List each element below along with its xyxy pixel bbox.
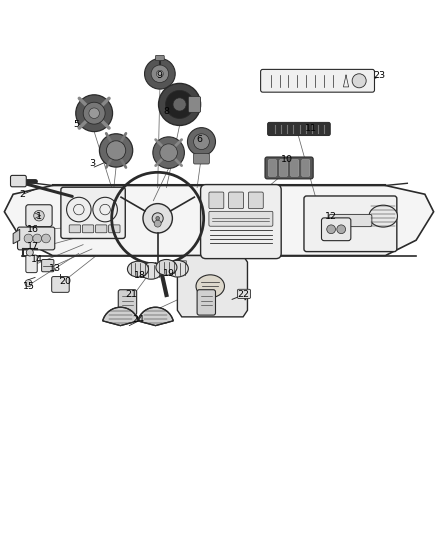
- Circle shape: [166, 91, 194, 118]
- FancyBboxPatch shape: [265, 157, 313, 179]
- Text: 17: 17: [27, 243, 39, 251]
- Circle shape: [99, 134, 133, 167]
- Text: 1: 1: [36, 212, 42, 221]
- FancyBboxPatch shape: [11, 175, 26, 187]
- FancyBboxPatch shape: [194, 154, 209, 164]
- Circle shape: [153, 137, 184, 168]
- Text: 10: 10: [281, 155, 293, 164]
- Text: 20: 20: [60, 277, 72, 286]
- Circle shape: [173, 98, 186, 111]
- FancyBboxPatch shape: [180, 265, 187, 269]
- FancyBboxPatch shape: [180, 261, 187, 265]
- Circle shape: [156, 216, 159, 220]
- Circle shape: [160, 144, 177, 161]
- Circle shape: [152, 213, 163, 224]
- Polygon shape: [4, 185, 434, 255]
- FancyBboxPatch shape: [209, 192, 224, 209]
- Circle shape: [83, 102, 105, 124]
- Text: 11: 11: [305, 124, 317, 133]
- FancyBboxPatch shape: [52, 277, 69, 292]
- FancyBboxPatch shape: [26, 255, 37, 273]
- Ellipse shape: [127, 261, 148, 277]
- Circle shape: [89, 108, 99, 118]
- Ellipse shape: [166, 260, 188, 277]
- Circle shape: [151, 65, 169, 83]
- Ellipse shape: [156, 260, 177, 275]
- Text: 2: 2: [19, 190, 25, 199]
- FancyBboxPatch shape: [82, 225, 94, 233]
- Text: 15: 15: [22, 282, 35, 290]
- FancyBboxPatch shape: [201, 184, 281, 259]
- FancyBboxPatch shape: [69, 225, 81, 233]
- Circle shape: [159, 84, 201, 125]
- Circle shape: [143, 204, 173, 233]
- FancyBboxPatch shape: [197, 290, 215, 315]
- FancyBboxPatch shape: [229, 192, 244, 209]
- Text: 8: 8: [163, 107, 170, 116]
- Text: 9: 9: [157, 71, 163, 80]
- Circle shape: [42, 234, 50, 243]
- Polygon shape: [177, 255, 247, 317]
- Text: 18: 18: [134, 271, 146, 280]
- FancyBboxPatch shape: [279, 159, 287, 176]
- FancyBboxPatch shape: [61, 187, 125, 238]
- Ellipse shape: [369, 205, 398, 227]
- FancyBboxPatch shape: [268, 159, 276, 176]
- Circle shape: [106, 141, 126, 160]
- Polygon shape: [13, 229, 20, 244]
- Text: 22: 22: [237, 290, 249, 300]
- Text: 16: 16: [27, 225, 39, 234]
- FancyBboxPatch shape: [18, 227, 55, 250]
- FancyBboxPatch shape: [329, 214, 372, 227]
- FancyBboxPatch shape: [26, 205, 52, 227]
- Circle shape: [156, 70, 163, 77]
- Circle shape: [34, 211, 44, 221]
- Ellipse shape: [140, 263, 162, 279]
- FancyBboxPatch shape: [302, 159, 310, 176]
- Circle shape: [25, 280, 32, 287]
- Text: 5: 5: [74, 119, 80, 128]
- Text: 14: 14: [31, 255, 43, 264]
- Circle shape: [24, 234, 33, 243]
- FancyBboxPatch shape: [321, 218, 351, 241]
- Text: 6: 6: [196, 135, 202, 144]
- Wedge shape: [138, 307, 173, 326]
- FancyBboxPatch shape: [118, 290, 137, 315]
- FancyBboxPatch shape: [248, 192, 263, 209]
- Circle shape: [145, 59, 175, 89]
- FancyBboxPatch shape: [291, 159, 299, 176]
- Text: 12: 12: [325, 212, 337, 221]
- Circle shape: [33, 234, 42, 243]
- FancyBboxPatch shape: [109, 225, 120, 233]
- Circle shape: [187, 128, 215, 156]
- FancyBboxPatch shape: [304, 196, 397, 252]
- FancyBboxPatch shape: [155, 55, 164, 61]
- Text: 21: 21: [125, 290, 138, 300]
- Circle shape: [154, 220, 161, 227]
- Circle shape: [327, 225, 336, 233]
- Circle shape: [352, 74, 366, 88]
- Text: 13: 13: [49, 264, 61, 273]
- Text: 19: 19: [162, 269, 175, 278]
- Wedge shape: [102, 307, 138, 326]
- Circle shape: [194, 134, 209, 150]
- Text: 24: 24: [132, 314, 144, 324]
- Text: 3: 3: [89, 159, 95, 168]
- Text: 23: 23: [373, 71, 385, 80]
- Circle shape: [26, 249, 33, 256]
- Circle shape: [76, 95, 113, 132]
- Circle shape: [337, 225, 346, 233]
- FancyBboxPatch shape: [268, 123, 330, 135]
- FancyBboxPatch shape: [95, 225, 107, 233]
- FancyBboxPatch shape: [261, 69, 374, 92]
- FancyBboxPatch shape: [188, 96, 201, 112]
- FancyBboxPatch shape: [209, 211, 273, 226]
- FancyBboxPatch shape: [237, 289, 251, 298]
- FancyBboxPatch shape: [42, 260, 54, 272]
- Ellipse shape: [196, 275, 225, 297]
